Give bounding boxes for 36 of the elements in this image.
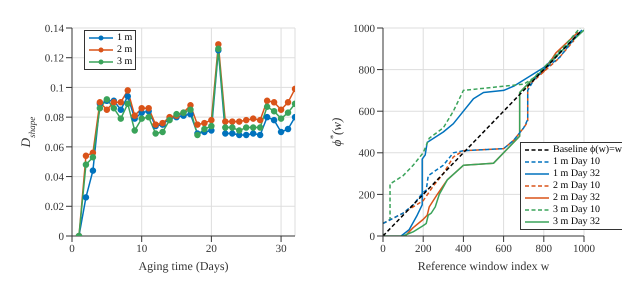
x-axis-title: Aging time (Days) — [138, 259, 228, 273]
y-tick-label: 0 — [58, 230, 64, 243]
legend-label: 1 m Day 10 — [553, 156, 600, 168]
x-tick-label: 200 — [414, 242, 432, 255]
legend-label: 3 m Day 10 — [553, 204, 600, 216]
x-tick-label: 1000 — [573, 242, 596, 255]
legend-label: 2 m Day 32 — [553, 192, 600, 204]
x-tick-label: 400 — [455, 242, 472, 255]
x-axis-title: Reference window index w — [418, 259, 550, 273]
x-tick-label: 600 — [495, 242, 512, 255]
y-tick-label: 800 — [358, 64, 376, 77]
y-tick-label: 0.08 — [44, 112, 64, 124]
legend-label: 3 m Day 32 — [553, 216, 600, 228]
y-tick-label: 0.04 — [44, 171, 64, 184]
y-tick-label: 0.12 — [44, 52, 64, 65]
y-tick-label: 0.02 — [44, 201, 64, 214]
legend-label: Baseline ϕ(w)=w — [553, 144, 622, 156]
x-tick-label: 30 — [276, 242, 288, 255]
y-tick-label: 0 — [370, 230, 376, 243]
y-tick-label: 0.1 — [50, 82, 64, 94]
y-tick-label: 1000 — [353, 22, 376, 35]
legend-label: 3 m — [117, 56, 132, 68]
x-tick-label: 0 — [380, 242, 386, 255]
y-tick-label: 0.14 — [44, 22, 64, 35]
y-tick-label: 200 — [358, 189, 376, 202]
legend-label: 2 m — [117, 44, 132, 56]
legend-label: 2 m Day 10 — [553, 180, 600, 192]
x-tick-label: 10 — [136, 242, 148, 255]
y-tick-label: 0.06 — [44, 142, 64, 154]
legend-label: 1 m — [117, 32, 132, 44]
x-tick-label: 20 — [206, 242, 218, 255]
y-tick-label: 400 — [358, 148, 376, 160]
x-tick-label: 0 — [69, 242, 76, 255]
legend-label: 1 m Day 32 — [553, 168, 600, 180]
y-tick-label: 600 — [358, 106, 376, 118]
x-tick-label: 800 — [536, 242, 553, 255]
